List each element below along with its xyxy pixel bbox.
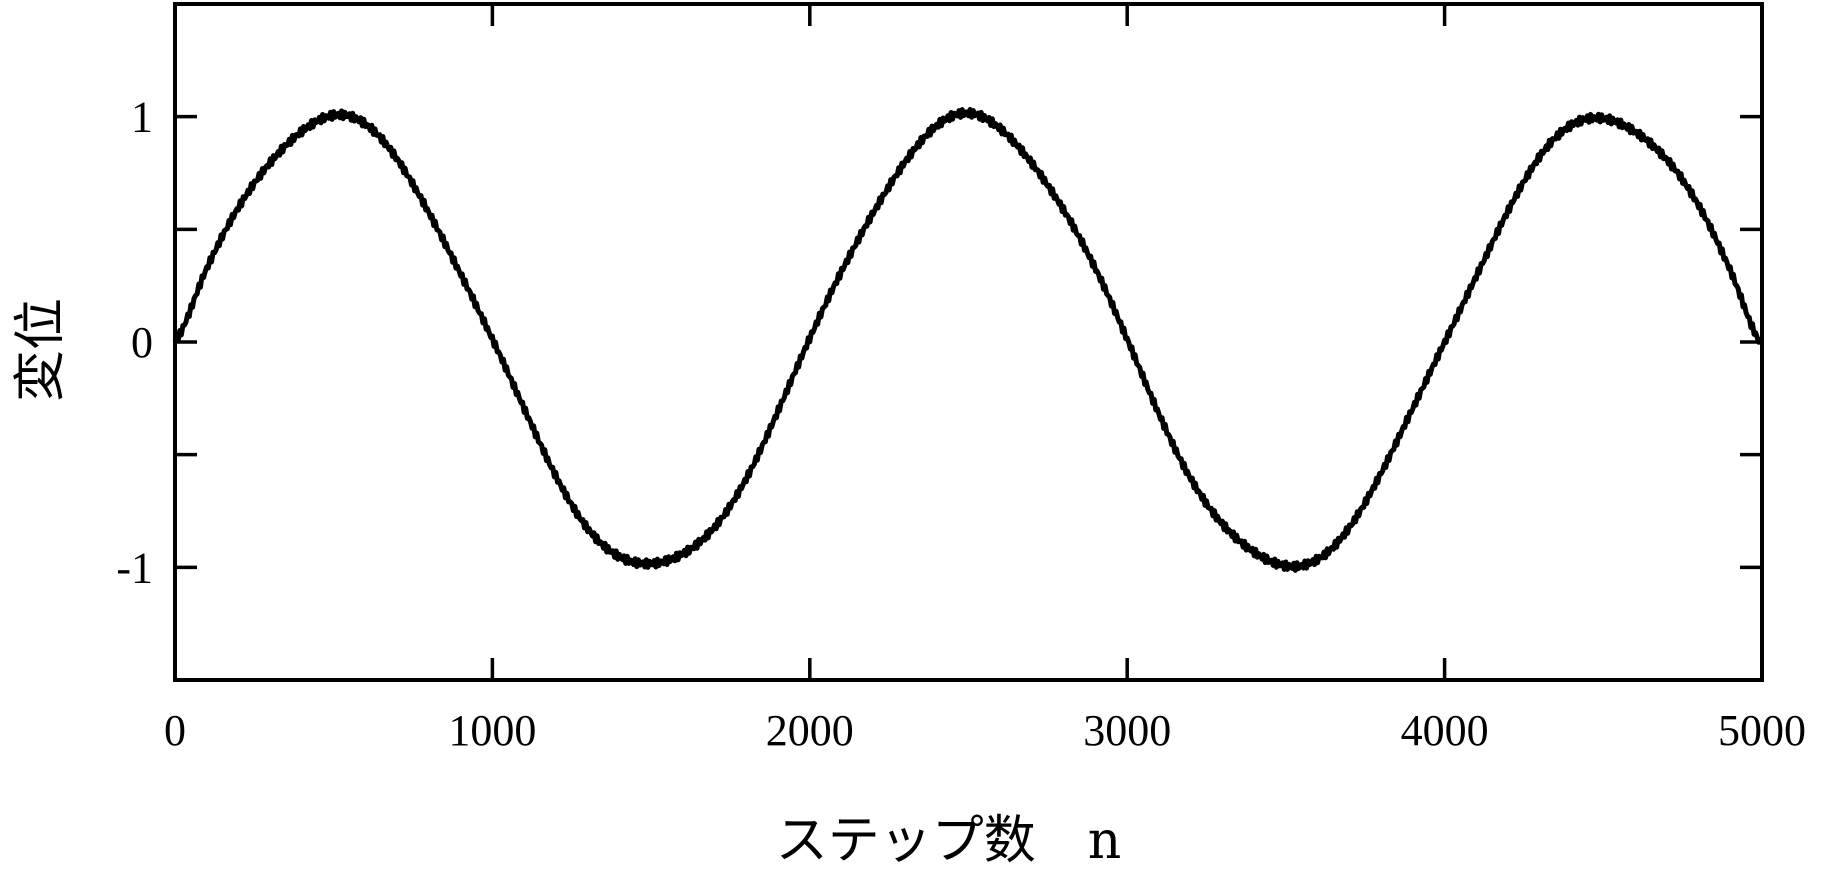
x-tick-label: 1000: [448, 706, 536, 755]
x-axis-title: ステップ数 n: [776, 811, 1122, 871]
y-tick-label: 1: [131, 93, 153, 142]
x-tick-label: 4000: [1401, 706, 1489, 755]
x-tick-label: 2000: [766, 706, 854, 755]
y-tick-label: 0: [131, 318, 153, 367]
x-tick-label: 3000: [1083, 706, 1171, 755]
x-tick-label: 5000: [1718, 706, 1806, 755]
y-axis-title: 変位: [11, 298, 71, 402]
plot-frame: [173, 2, 1764, 682]
x-tick-label: 0: [164, 706, 186, 755]
plot-area: 0 1000 2000 3000 4000 5000 -1 0 1: [116, 2, 1806, 755]
y-tick-label: -1: [116, 543, 153, 592]
series-line: [172, 107, 1765, 573]
